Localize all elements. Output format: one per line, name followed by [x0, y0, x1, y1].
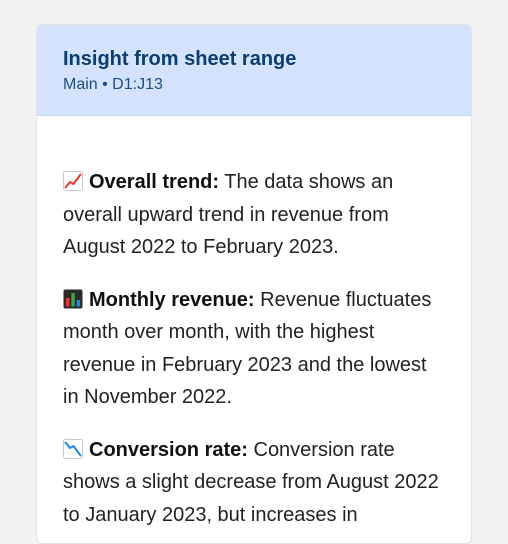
insight-conversion-rate: Conversion rate: Conversion rate shows a…: [63, 434, 445, 532]
chart-increasing-icon: [63, 171, 83, 191]
chart-decreasing-icon: [63, 438, 83, 459]
insight-text: The data shows an overall upward trend i…: [63, 171, 394, 258]
sheet-range-subtitle: Main • D1:J13: [63, 76, 163, 93]
insight-text: Revenue fluctuates month over month, wit…: [63, 288, 432, 409]
card-header: Insight from sheet range Main • D1:J13: [37, 25, 471, 116]
insight-monthly-revenue: Monthly revenue: Revenue fluctuates mont…: [63, 284, 445, 414]
insight-label: Conversion rate:: [89, 438, 248, 461]
card-title: Insight from sheet range: [63, 48, 297, 70]
insight-label: Overall trend:: [89, 171, 220, 193]
insight-overall-trend: Overall trend: The data shows an overall…: [63, 166, 445, 264]
insight-label: Monthly revenue:: [89, 288, 255, 311]
insight-card: Insight from sheet range Main • D1:J13 O…: [36, 24, 472, 544]
bar-chart-icon: [63, 289, 83, 308]
card-body: Overall trend: The data shows an overall…: [37, 116, 471, 531]
